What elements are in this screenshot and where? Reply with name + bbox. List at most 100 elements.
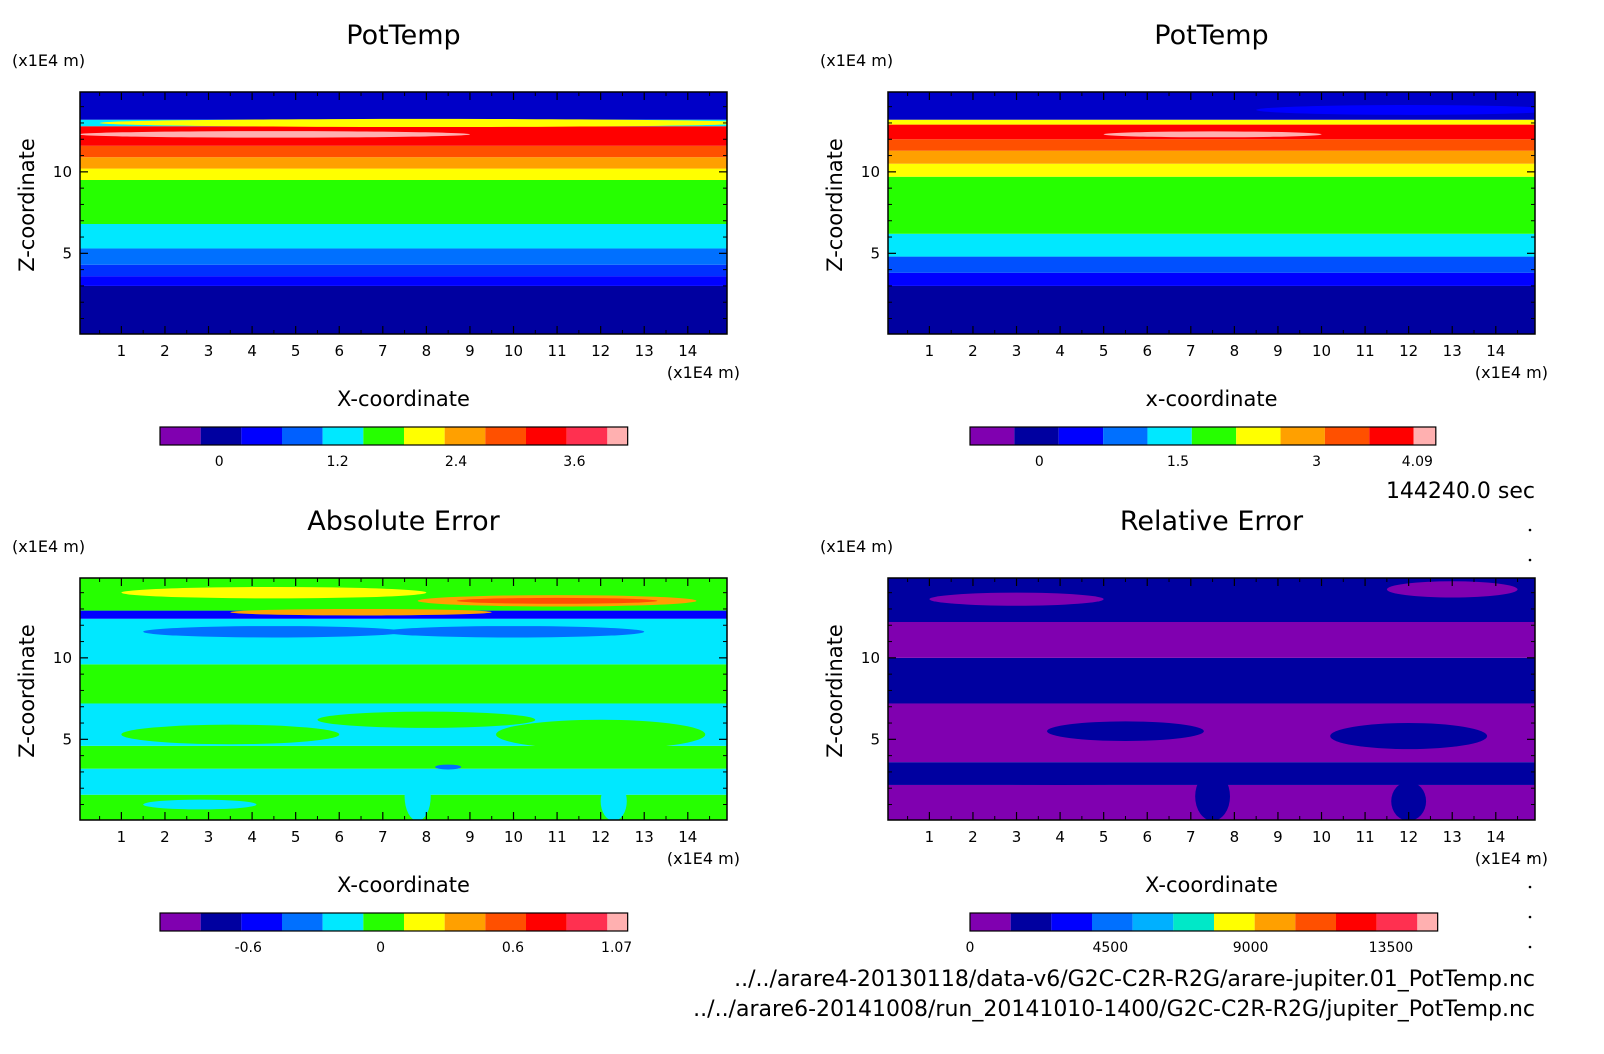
contour-region xyxy=(1330,723,1488,750)
time-label: 144240.0 sec xyxy=(1386,479,1535,504)
y-tick-label: 5 xyxy=(870,244,880,262)
contour-region xyxy=(143,799,257,810)
contour-band xyxy=(80,618,727,665)
colorbar-swatch xyxy=(1280,427,1325,445)
panel-title: Absolute Error xyxy=(307,506,500,537)
x-tick-label: 14 xyxy=(678,828,697,846)
colorbar-swatch xyxy=(607,913,628,931)
colorbar-swatch xyxy=(322,913,364,931)
x-tick-label: 9 xyxy=(465,342,475,360)
y-tick-label: 10 xyxy=(861,649,880,667)
contour-fill xyxy=(80,578,727,820)
x-tick-label: 9 xyxy=(1273,828,1283,846)
contour-band xyxy=(80,145,727,158)
colorbar-swatch xyxy=(363,913,404,931)
colorbar-tick-label: 0 xyxy=(966,940,975,956)
x-tick-label: 10 xyxy=(504,828,523,846)
x-tick-label: 4 xyxy=(247,828,257,846)
colorbar-swatch xyxy=(1147,427,1192,445)
x-unit-label: (x1E4 m) xyxy=(1475,849,1548,868)
colorbar-swatch xyxy=(1324,427,1370,445)
y-tick-label: 10 xyxy=(861,163,880,181)
colorbar-swatch xyxy=(970,913,1011,931)
colorbar-swatch xyxy=(1058,427,1104,445)
contour-band xyxy=(80,180,727,224)
y-unit-label: (x1E4 m) xyxy=(820,51,893,70)
file-path-2: ../../arare6-20141008/run_20141010-1400/… xyxy=(693,997,1535,1022)
colorbar-swatch xyxy=(1103,427,1148,445)
x-tick-label: 13 xyxy=(635,828,654,846)
x-tick-label: 10 xyxy=(1312,342,1331,360)
x-tick-label: 14 xyxy=(1486,828,1505,846)
colorbar-frame xyxy=(159,426,629,446)
plot-frame xyxy=(79,577,728,821)
colorbar-swatch xyxy=(322,427,364,445)
x-tick-label: 2 xyxy=(160,828,170,846)
contour-region xyxy=(929,592,1104,606)
colorbar-swatch xyxy=(1295,913,1336,931)
colorbar: 0 1.5 3 4.09 xyxy=(969,426,1437,470)
colorbar-swatch xyxy=(282,427,323,445)
contour-fill xyxy=(888,92,1535,334)
x-tick-label: 5 xyxy=(1099,828,1109,846)
x-tick-label: 6 xyxy=(334,828,344,846)
contour-region xyxy=(99,118,727,128)
plot-frame xyxy=(887,91,1536,335)
colorbar-swatch xyxy=(607,427,628,445)
contour-band xyxy=(888,657,1535,704)
x-axis-label: X-coordinate xyxy=(337,387,470,411)
contour-band xyxy=(80,264,727,277)
x-tick-label: 12 xyxy=(1399,342,1418,360)
x-tick-label: 6 xyxy=(1142,342,1152,360)
contour-region xyxy=(907,768,1213,785)
colorbar: 0 4500 9000 13500 xyxy=(966,912,1439,956)
x-tick-label: 2 xyxy=(160,342,170,360)
colorbar-swatch xyxy=(1092,913,1133,931)
contour-band xyxy=(888,119,1535,125)
colorbar-swatch xyxy=(1191,427,1237,445)
colorbar-swatch xyxy=(566,913,608,931)
contour-fill xyxy=(888,578,1535,820)
x-tick-label: 8 xyxy=(422,828,432,846)
x-tick-label: 10 xyxy=(504,342,523,360)
colorbar-swatch xyxy=(566,427,608,445)
contour-panel-4: Relative Error(x1E4 m)1 2 3 4 5 6 7 8 9 10 11 12 13 1… xyxy=(820,506,1548,956)
colorbar-tick-label: 9000 xyxy=(1233,940,1269,956)
colorbar-swatch xyxy=(1173,913,1214,931)
contour-band xyxy=(80,92,727,120)
x-tick-label: 6 xyxy=(1142,828,1152,846)
margin-dot xyxy=(1528,558,1532,562)
y-tick-label: 5 xyxy=(62,730,72,748)
contour-band xyxy=(80,276,727,286)
contour-band xyxy=(888,150,1535,164)
colorbar-tick-label: 1.2 xyxy=(326,454,348,470)
x-tick-label: 9 xyxy=(1273,342,1283,360)
colorbar-swatch xyxy=(1417,913,1438,931)
colorbar-tick-label: 0 xyxy=(1035,454,1044,470)
colorbar: 0 1.2 2.4 3.6 xyxy=(159,426,629,470)
x-tick-label: 4 xyxy=(1055,828,1065,846)
x-tick-label: 11 xyxy=(1356,342,1375,360)
y-axis-label: Z-coordinate xyxy=(823,138,847,272)
x-tick-label: 8 xyxy=(422,342,432,360)
x-tick-label: 1 xyxy=(117,342,127,360)
y-tick-label: 5 xyxy=(62,244,72,262)
colorbar-swatch xyxy=(241,913,282,931)
contour-region xyxy=(382,626,645,638)
x-tick-label: 5 xyxy=(291,828,301,846)
x-tick-label: 14 xyxy=(678,342,697,360)
x-tick-label: 2 xyxy=(968,342,978,360)
contour-panel-1: PotTemp(x1E4 m)1 2 3 4 5 6 7 8 9 10 11 12 13 14510(x1… xyxy=(12,20,740,470)
contour-region xyxy=(435,764,462,770)
x-unit-label: (x1E4 m) xyxy=(1475,363,1548,382)
contour-region xyxy=(1256,105,1535,115)
x-tick-label: 1 xyxy=(925,342,935,360)
x-tick-label: 7 xyxy=(1186,828,1196,846)
margin-dot xyxy=(1528,855,1532,859)
x-tick-label: 11 xyxy=(548,828,567,846)
colorbar-swatch xyxy=(1376,913,1418,931)
x-tick-label: 14 xyxy=(1486,342,1505,360)
colorbar-swatch xyxy=(1336,913,1377,931)
contour-band xyxy=(80,745,727,769)
